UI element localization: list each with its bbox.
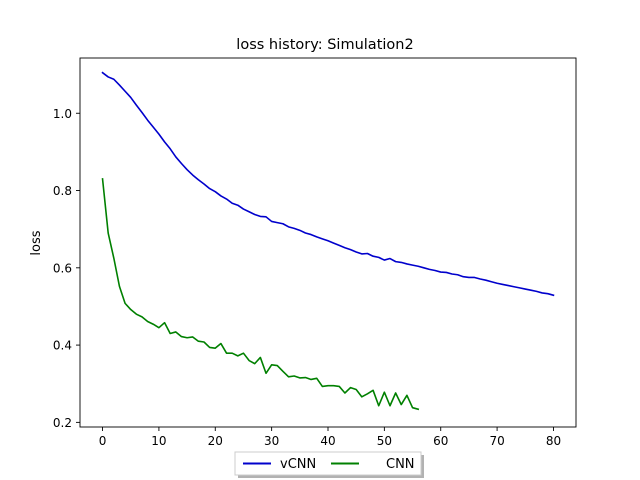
x-tick-label: 20 bbox=[208, 434, 223, 448]
plot-area: 0 10 20 30 40 50 60 70 80 0.2 0.4 0.6 0.8 1.0 bbox=[53, 57, 577, 448]
x-tick-label: 60 bbox=[433, 434, 448, 448]
y-tick-label: 0.8 bbox=[53, 184, 72, 198]
legend: vCNN CNN bbox=[234, 451, 424, 478]
legend-label-vcnn: vCNN bbox=[280, 457, 316, 472]
y-tick-label: 0.6 bbox=[53, 261, 72, 275]
x-tick-label: 40 bbox=[320, 434, 335, 448]
x-tick-label: 50 bbox=[377, 434, 392, 448]
x-tick-label: 80 bbox=[546, 434, 561, 448]
series-line-cnn bbox=[101, 178, 420, 411]
x-tick-label: 10 bbox=[151, 434, 166, 448]
y-tick-label: 0.2 bbox=[53, 416, 72, 430]
series-line-vcnn bbox=[101, 71, 555, 297]
y-tick-label: 0.4 bbox=[53, 339, 72, 353]
x-tick-label: 30 bbox=[264, 434, 279, 448]
legend-box bbox=[234, 451, 422, 476]
y-axis-label: loss bbox=[29, 230, 44, 255]
chart-title: loss history: Simulation2 bbox=[236, 37, 413, 53]
x-tick-label: 0 bbox=[99, 434, 107, 448]
y-tick-label: 1.0 bbox=[53, 107, 72, 121]
x-tick-label: 70 bbox=[489, 434, 504, 448]
legend-label-cnn: CNN bbox=[386, 457, 415, 472]
